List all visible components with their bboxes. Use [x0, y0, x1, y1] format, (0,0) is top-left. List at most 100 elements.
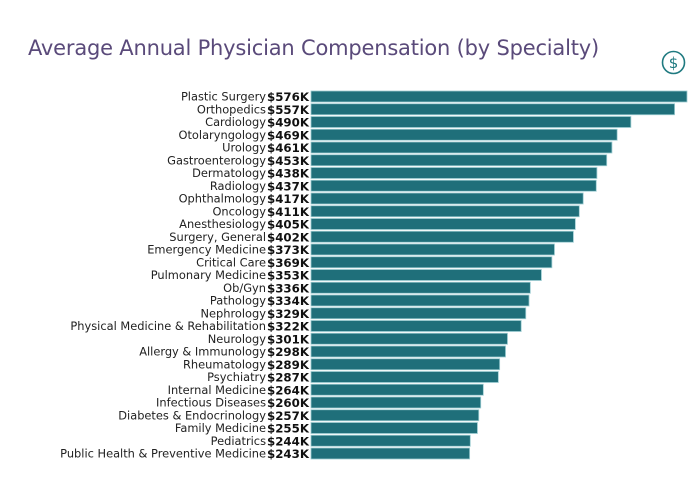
value-label: $576K — [267, 90, 310, 104]
category-label: Ob/Gyn — [223, 281, 266, 295]
value-label: $287K — [267, 371, 310, 385]
category-label: Allergy & Immunology — [139, 345, 266, 359]
bar — [310, 90, 688, 103]
bar — [310, 320, 522, 332]
category-label: Plastic Surgery — [181, 90, 266, 104]
value-label: $469K — [267, 128, 310, 142]
value-label: $461K — [267, 141, 310, 155]
value-label: $336K — [267, 281, 310, 295]
bar — [310, 409, 480, 422]
category-label: Family Medicine — [175, 421, 266, 435]
value-label: $490K — [267, 116, 310, 130]
category-label: Gastroenterology — [167, 153, 266, 167]
chart-title: Average Annual Physician Compensation (b… — [28, 36, 599, 60]
category-label: Surgery, General — [169, 230, 266, 244]
category-label: Public Health & Preventive Medicine — [60, 447, 266, 461]
category-label: Otolaryngology — [179, 128, 267, 142]
bar — [310, 230, 574, 243]
value-label: $557K — [267, 103, 310, 117]
bar — [310, 281, 531, 294]
category-label: Urology — [222, 141, 266, 155]
bar — [310, 447, 471, 460]
category-label: Psychiatry — [207, 370, 266, 384]
value-label: $405K — [267, 218, 310, 232]
value-label: $322K — [267, 320, 310, 334]
value-label: $257K — [267, 409, 310, 423]
category-label: Dermatology — [192, 166, 266, 180]
value-label: $255K — [267, 422, 310, 436]
category-label: Diabetes & Endocrinology — [118, 408, 266, 422]
bar — [310, 179, 597, 192]
value-label: $244K — [267, 434, 310, 448]
bar — [310, 269, 542, 281]
category-label: Emergency Medicine — [147, 243, 266, 257]
bar — [310, 167, 598, 179]
value-label: $402K — [267, 230, 310, 244]
bar — [310, 192, 584, 205]
value-label: $264K — [267, 383, 310, 397]
value-label: $369K — [267, 256, 310, 270]
category-label: Oncology — [212, 204, 266, 218]
bar — [310, 218, 576, 230]
category-label: Radiology — [210, 179, 266, 193]
bar — [310, 371, 499, 383]
bar — [310, 345, 506, 358]
bar — [310, 294, 530, 307]
svg-text:$: $ — [669, 54, 679, 72]
category-label: Critical Care — [196, 255, 266, 269]
value-label: $417K — [267, 192, 310, 206]
bar — [310, 332, 508, 345]
bar — [310, 128, 618, 141]
category-label: Orthopedics — [197, 102, 266, 116]
value-label: $301K — [267, 332, 310, 346]
value-label: $243K — [267, 447, 310, 461]
bar — [310, 256, 553, 269]
category-label: Cardiology — [205, 115, 266, 129]
bar — [310, 396, 482, 409]
category-label: Pathology — [210, 294, 266, 308]
bar — [310, 116, 632, 128]
bar — [310, 358, 501, 371]
category-label: Pediatrics — [211, 434, 266, 448]
bar — [310, 103, 675, 116]
category-label: Internal Medicine — [168, 383, 266, 397]
bar — [310, 141, 613, 154]
value-label: $334K — [267, 294, 310, 308]
category-label: Infectious Diseases — [156, 396, 266, 410]
category-label: Pulmonary Medicine — [151, 268, 266, 282]
bar — [310, 307, 527, 320]
value-label: $438K — [267, 167, 310, 181]
value-label: $411K — [267, 205, 310, 219]
category-label: Anesthesiology — [179, 217, 266, 231]
bar — [310, 434, 471, 447]
value-label: $437K — [267, 179, 310, 193]
bar — [310, 422, 478, 434]
category-label: Rheumatology — [183, 357, 266, 371]
value-label: $289K — [267, 358, 310, 372]
value-label: $329K — [267, 307, 310, 321]
bar — [310, 243, 555, 256]
value-label: $373K — [267, 243, 310, 257]
